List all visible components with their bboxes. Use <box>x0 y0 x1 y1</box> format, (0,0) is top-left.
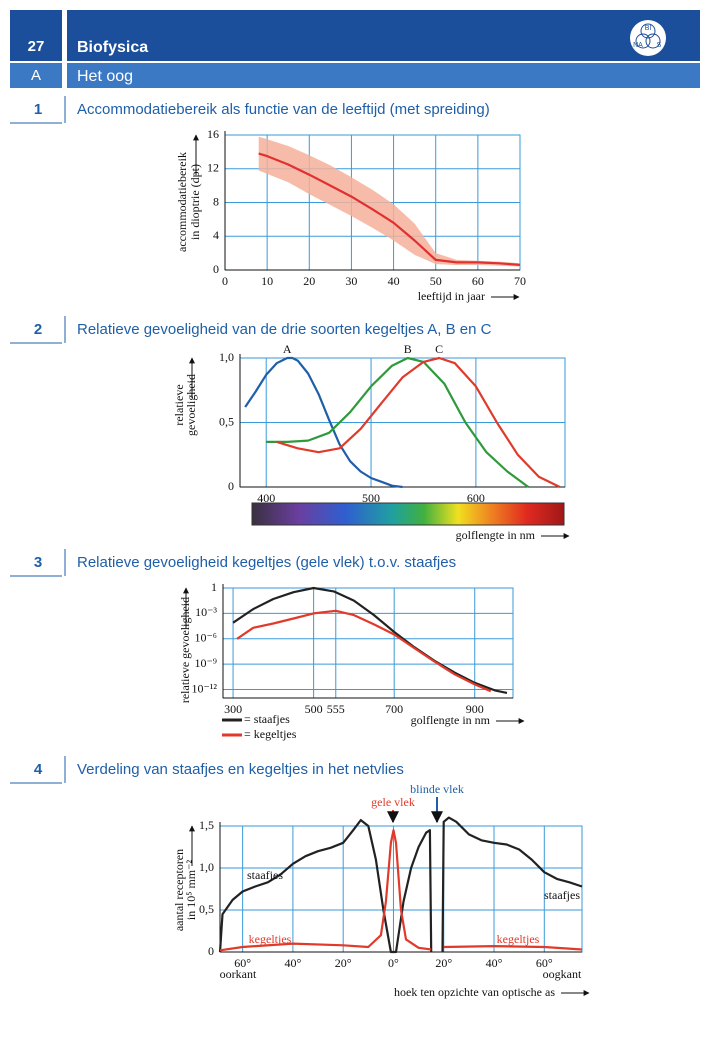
section-letter: A <box>31 67 41 84</box>
y-tick-label: 10⁻⁶ <box>194 631 217 645</box>
page-number: 27 <box>28 38 45 55</box>
subheader-bar <box>67 63 700 88</box>
logo-ring <box>640 23 656 39</box>
x-tick-label: 700 <box>385 702 403 716</box>
data-line <box>258 152 521 266</box>
logo: BI NA S <box>630 20 666 56</box>
series-label: kegeltjes <box>497 932 540 946</box>
x-tick-label: 20° <box>435 956 452 970</box>
y-tick-label: 10⁻¹² <box>191 681 217 695</box>
section-number: 3 <box>34 554 42 571</box>
y-axis-label: in 10⁵ mm⁻² <box>184 860 198 921</box>
x-tick-label: 0° <box>388 956 399 970</box>
y-axis-label: relatieve <box>172 384 186 425</box>
logo-ring <box>635 33 651 49</box>
chart-title: Relatieve gevoeligheid kegeltjes (gele v… <box>77 554 456 571</box>
y-tick-label: 16 <box>207 127 219 141</box>
header-bar <box>67 10 700 61</box>
series-label: A <box>283 342 292 356</box>
x-axis-label: golflengte in nm <box>411 713 491 727</box>
y-tick-label: 0 <box>208 944 214 958</box>
series-label: kegeltjes <box>249 932 292 946</box>
x-tick-label: 60° <box>536 956 553 970</box>
x-tick-label: 400 <box>257 491 275 505</box>
series-label: staafjes <box>247 868 283 882</box>
spread-band <box>258 136 520 267</box>
y-tick-label: 0,5 <box>199 902 214 916</box>
x-tick-label: 500 <box>362 491 380 505</box>
spectrum-bar <box>251 502 565 526</box>
logo-text: NA <box>633 42 643 49</box>
x-tick-label: 70 <box>514 274 526 288</box>
x-tick-label: 40° <box>486 956 503 970</box>
data-line <box>218 816 583 954</box>
series-label: staafjes <box>544 888 580 902</box>
y-tick-label: 1,0 <box>199 860 214 874</box>
y-tick-label: 10⁻⁹ <box>194 656 217 670</box>
y-axis-label: relatieve gevoeligheid <box>178 597 192 703</box>
chart-title: Relatieve gevoeligheid van de drie soort… <box>77 321 492 338</box>
x-tick-label: 30 <box>345 274 357 288</box>
legend-label: = kegeltjes <box>244 727 297 741</box>
x-tick-label: 600 <box>467 491 485 505</box>
x-tick-label: 60 <box>472 274 484 288</box>
y-axis-label: in dioptrie (dpt) <box>188 164 202 240</box>
x-axis-label: hoek ten opzichte van optische as <box>394 985 555 999</box>
logo-ring <box>645 33 661 49</box>
x-tick-label: 555 <box>327 702 345 716</box>
x-tick-label: 500 <box>305 702 323 716</box>
data-line <box>276 356 561 488</box>
data-line <box>244 356 403 489</box>
y-tick-label: 0 <box>213 262 219 276</box>
annotation: oorkant <box>220 967 257 981</box>
y-axis-label: aantal receptoren <box>172 849 186 931</box>
x-tick-label: 40 <box>388 274 400 288</box>
series-label: B <box>404 342 412 356</box>
y-tick-label: 1,0 <box>219 350 234 364</box>
x-tick-label: 900 <box>466 702 484 716</box>
x-axis-label: leeftijd in jaar <box>418 289 485 303</box>
data-line <box>236 609 492 693</box>
x-tick-label: 0 <box>222 274 228 288</box>
legend-label: = staafjes <box>244 712 290 726</box>
x-tick-label: 300 <box>224 702 242 716</box>
x-tick-label: 40° <box>284 956 301 970</box>
chart-title: Verdeling van staafjes en kegeltjes in h… <box>77 761 404 778</box>
y-tick-label: 4 <box>213 228 219 242</box>
y-tick-label: 8 <box>213 194 219 208</box>
x-tick-label: 10 <box>261 274 273 288</box>
section-number: 1 <box>34 101 42 118</box>
subheader-cell <box>10 63 62 88</box>
x-tick-label: 20 <box>303 274 315 288</box>
series-label: C <box>435 342 443 356</box>
section-number: 4 <box>34 761 43 778</box>
y-axis-label: gevoeligheid <box>184 374 198 436</box>
annotation: blinde vlek <box>410 782 464 796</box>
y-tick-label: 10⁻³ <box>195 605 217 619</box>
logo-text: S <box>657 42 662 49</box>
y-tick-label: 0 <box>228 479 234 493</box>
y-tick-label: 0,5 <box>219 414 234 428</box>
header-cell <box>10 10 62 61</box>
chart-title: Accommodatiebereik als functie van de le… <box>77 101 490 118</box>
annotation: gele vlek <box>371 795 415 809</box>
x-tick-label: 50 <box>430 274 442 288</box>
section-title: Het oog <box>77 68 133 85</box>
data-line <box>232 586 508 694</box>
y-tick-label: 12 <box>207 161 219 175</box>
x-tick-label: 20° <box>335 956 352 970</box>
page-title: Biofysica <box>77 39 148 56</box>
section-number: 2 <box>34 321 42 338</box>
y-tick-label: 1 <box>211 580 217 594</box>
y-tick-label: 1,5 <box>199 818 214 832</box>
x-tick-label: 60° <box>234 956 251 970</box>
x-axis-label: golflengte in nm <box>456 528 536 542</box>
y-axis-label: accommodatiebereik <box>175 152 189 252</box>
data-line <box>219 829 583 952</box>
data-line <box>266 356 529 488</box>
logo-text: BI <box>645 25 652 32</box>
annotation: oogkant <box>543 967 582 981</box>
